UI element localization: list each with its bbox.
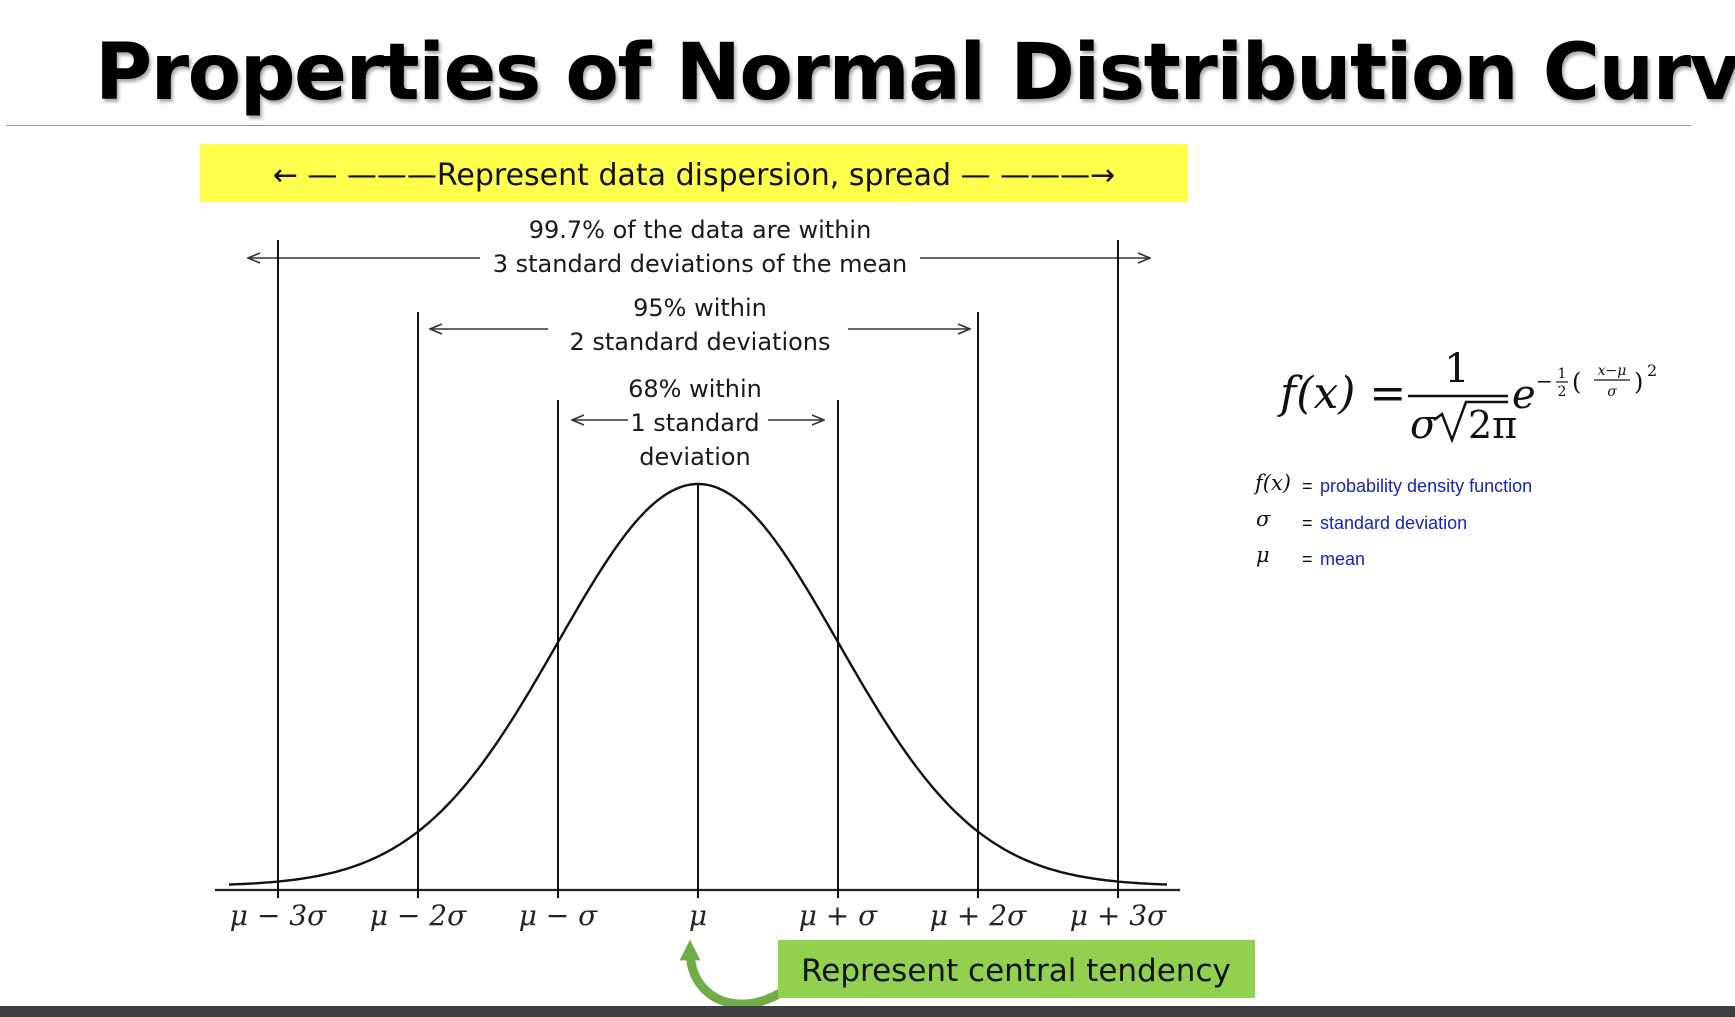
axis-tick-label: μ − σ (519, 899, 598, 932)
slide-title: Properties of Normal Distribution Curve (95, 28, 1735, 118)
legend-symbol-sigma: σ (1256, 507, 1271, 531)
legend-symbol-mu: μ (1256, 543, 1270, 567)
legend-symbol-fx: f(x) (1253, 471, 1291, 495)
legend-def-sigma: standard deviation (1320, 513, 1467, 533)
two-sd-label-line2: 2 standard deviations (569, 328, 830, 356)
two-sd-bracket: 95% within 2 standard deviations (430, 294, 970, 356)
formula-numerator: 1 (1444, 346, 1469, 392)
axis-tick-label: μ + 2σ (930, 899, 1027, 932)
axis-tick-label: μ − 3σ (230, 899, 327, 932)
title-divider (6, 125, 1691, 126)
axis-tick-label: μ + 3σ (1070, 899, 1167, 932)
square-root-icon (1433, 400, 1508, 444)
legend-def-fx: probability density function (1320, 476, 1532, 496)
legend-eq-fx: = (1302, 476, 1313, 496)
axis-tick-label: μ (689, 899, 707, 932)
formula-exponent-sign: − (1536, 369, 1553, 393)
one-sd-label-line2: 1 standard (630, 409, 759, 437)
curve-layer: μ − 3σ μ − 2σ μ − σ μ μ + σ μ + 2σ μ + 3σ (215, 240, 1180, 932)
one-sd-label-line1: 68% within (628, 375, 762, 403)
formula-open-paren: ( (1572, 368, 1581, 396)
formula-radicand: 2π (1468, 403, 1517, 447)
axis-tick-label: μ − 2σ (370, 899, 467, 932)
formula-exponent-inner-num: x−μ (1598, 363, 1627, 379)
dispersion-banner-label: ← — ———Represent data dispersion, spread… (273, 158, 1116, 193)
formula-exponent-frac-num: 1 (1558, 366, 1567, 382)
axis-tick-label: μ + σ (799, 899, 878, 932)
legend-eq-sigma: = (1302, 513, 1313, 533)
central-banner-background (778, 940, 1255, 998)
three-sd-label-line2: 3 standard deviations of the mean (493, 250, 908, 278)
three-sd-label-line1: 99.7% of the data are within (529, 216, 872, 244)
formula-denominator-sigma: σ (1410, 402, 1439, 448)
pdf-formula: f(x) = 1 σ 2π e − 1 2 ( x−μ σ ) 2 (1277, 346, 1657, 448)
central-banner-label: Represent central tendency (801, 953, 1231, 989)
formula-exponent-frac-den: 2 (1558, 384, 1567, 400)
bottom-bar (0, 1006, 1735, 1017)
three-sd-bracket: 99.7% of the data are within 3 standard … (248, 216, 1150, 278)
one-sd-bracket: 68% within 1 standard deviation (572, 375, 824, 471)
formula-close-paren: ) (1634, 368, 1643, 396)
dispersion-banner: ← — ———Represent data dispersion, spread… (200, 144, 1188, 202)
formula-exponent-power: 2 (1647, 361, 1657, 380)
formula-legend: f(x) = probability density function σ = … (1253, 471, 1532, 569)
formula-lhs: f(x) = (1277, 368, 1406, 419)
legend-eq-mu: = (1302, 549, 1313, 569)
two-sd-label-line1: 95% within (633, 294, 767, 322)
one-sd-label-line3: deviation (639, 443, 751, 471)
dispersion-banner-background (200, 144, 1188, 202)
formula-exponent-inner-den: σ (1607, 384, 1617, 400)
legend-def-mu: mean (1320, 549, 1365, 569)
formula-base: e (1512, 372, 1536, 418)
central-tendency-callout: Represent central tendency (679, 939, 1255, 1009)
